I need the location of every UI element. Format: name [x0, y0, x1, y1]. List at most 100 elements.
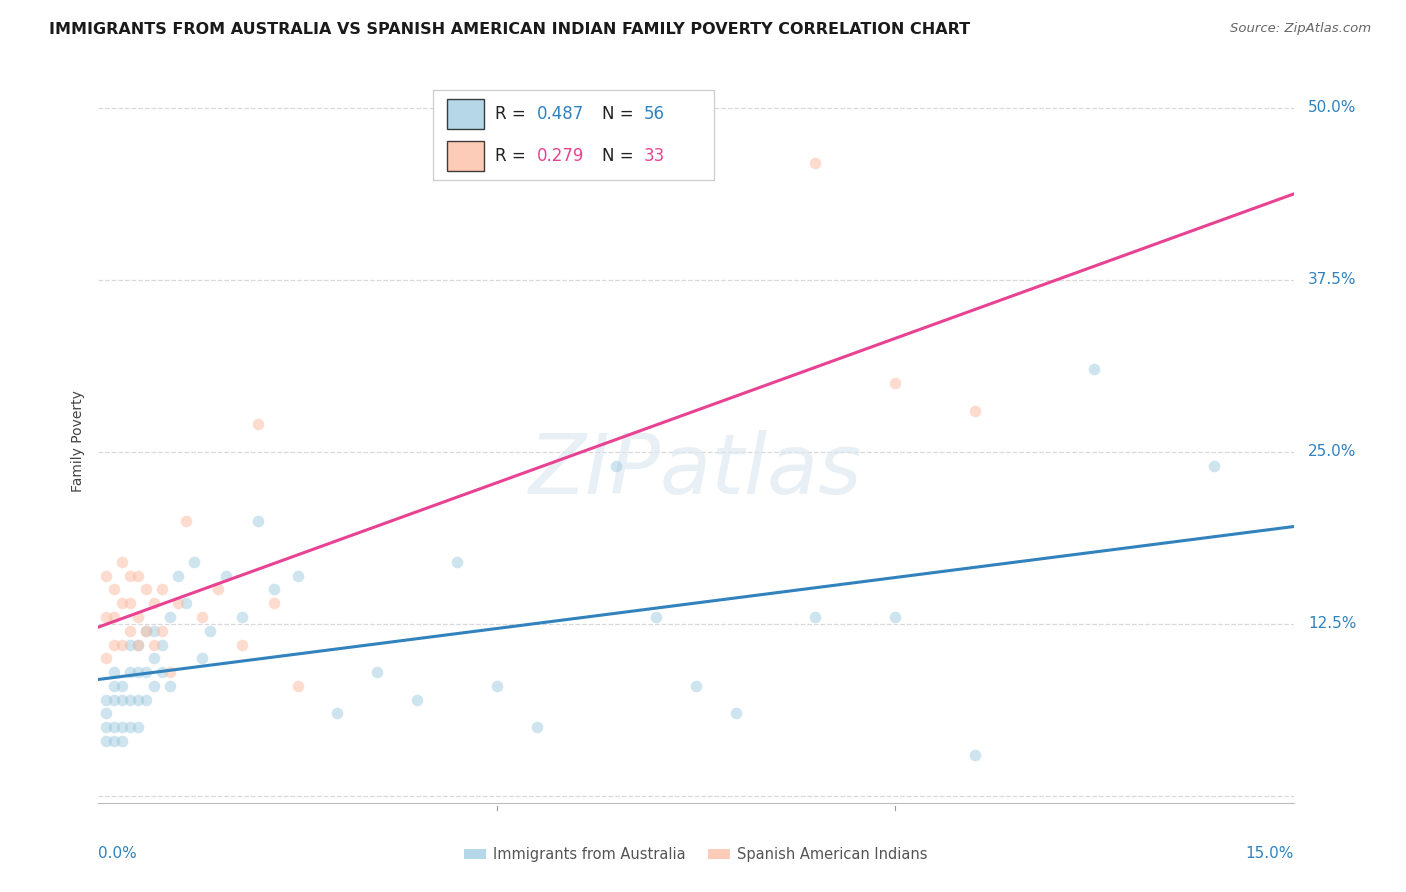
- Point: [804, 156, 827, 170]
- Point: [96, 651, 118, 665]
- Point: [231, 638, 253, 652]
- Point: [120, 692, 142, 706]
- Point: [167, 596, 190, 610]
- Point: [111, 596, 134, 610]
- Legend: Immigrants from Australia, Spanish American Indians: Immigrants from Australia, Spanish Ameri…: [458, 841, 934, 868]
- Point: [120, 568, 142, 582]
- Point: [103, 720, 125, 734]
- Point: [111, 555, 134, 569]
- Point: [111, 734, 134, 748]
- Point: [150, 665, 173, 679]
- Point: [127, 568, 149, 582]
- Point: [884, 610, 907, 624]
- Point: [103, 665, 125, 679]
- Point: [884, 376, 907, 390]
- Point: [263, 582, 285, 597]
- Text: ZIPatlas: ZIPatlas: [529, 430, 863, 511]
- Point: [127, 692, 149, 706]
- Point: [143, 638, 166, 652]
- Point: [135, 624, 157, 638]
- Point: [1202, 458, 1225, 473]
- Point: [167, 568, 190, 582]
- Point: [111, 720, 134, 734]
- Point: [103, 610, 125, 624]
- Point: [120, 665, 142, 679]
- Point: [287, 679, 309, 693]
- Point: [135, 624, 157, 638]
- Point: [120, 596, 142, 610]
- Point: [96, 720, 118, 734]
- Text: IMMIGRANTS FROM AUSTRALIA VS SPANISH AMERICAN INDIAN FAMILY POVERTY CORRELATION : IMMIGRANTS FROM AUSTRALIA VS SPANISH AME…: [49, 22, 970, 37]
- Point: [406, 692, 429, 706]
- Point: [246, 514, 269, 528]
- Point: [150, 638, 173, 652]
- Point: [645, 610, 668, 624]
- Point: [804, 610, 827, 624]
- Point: [159, 665, 181, 679]
- Point: [135, 692, 157, 706]
- Text: 15.0%: 15.0%: [1246, 847, 1294, 861]
- Point: [263, 596, 285, 610]
- Point: [103, 679, 125, 693]
- Point: [326, 706, 349, 721]
- Point: [96, 692, 118, 706]
- Point: [135, 665, 157, 679]
- Point: [724, 706, 747, 721]
- Point: [287, 568, 309, 582]
- Point: [150, 582, 173, 597]
- Point: [143, 679, 166, 693]
- Point: [103, 638, 125, 652]
- Point: [135, 582, 157, 597]
- Point: [120, 720, 142, 734]
- Point: [159, 610, 181, 624]
- Point: [103, 734, 125, 748]
- Point: [96, 706, 118, 721]
- Point: [1083, 362, 1105, 376]
- Point: [120, 624, 142, 638]
- Point: [446, 555, 468, 569]
- Point: [198, 624, 221, 638]
- Text: 25.0%: 25.0%: [1308, 444, 1357, 459]
- Point: [685, 679, 707, 693]
- Point: [963, 403, 986, 417]
- Point: [215, 568, 238, 582]
- Point: [103, 692, 125, 706]
- Point: [143, 596, 166, 610]
- Point: [191, 610, 214, 624]
- Point: [96, 610, 118, 624]
- Point: [366, 665, 388, 679]
- Text: 12.5%: 12.5%: [1308, 616, 1357, 632]
- Point: [207, 582, 229, 597]
- Point: [246, 417, 269, 432]
- Point: [96, 734, 118, 748]
- Text: 37.5%: 37.5%: [1308, 272, 1357, 287]
- Point: [231, 610, 253, 624]
- Point: [485, 679, 508, 693]
- Point: [127, 638, 149, 652]
- Point: [127, 665, 149, 679]
- Point: [111, 679, 134, 693]
- Point: [159, 679, 181, 693]
- Point: [174, 596, 197, 610]
- Point: [605, 458, 627, 473]
- Point: [111, 692, 134, 706]
- Point: [127, 638, 149, 652]
- Point: [963, 747, 986, 762]
- Point: [103, 582, 125, 597]
- Y-axis label: Family Poverty: Family Poverty: [72, 391, 86, 492]
- Point: [127, 720, 149, 734]
- Point: [96, 568, 118, 582]
- Text: Source: ZipAtlas.com: Source: ZipAtlas.com: [1230, 22, 1371, 36]
- Point: [143, 651, 166, 665]
- Point: [191, 651, 214, 665]
- Text: 0.0%: 0.0%: [98, 847, 138, 861]
- Point: [526, 720, 548, 734]
- Point: [127, 610, 149, 624]
- Point: [111, 638, 134, 652]
- Point: [150, 624, 173, 638]
- Text: 50.0%: 50.0%: [1308, 100, 1357, 115]
- Point: [120, 638, 142, 652]
- Point: [143, 624, 166, 638]
- Point: [183, 555, 205, 569]
- Point: [174, 514, 197, 528]
